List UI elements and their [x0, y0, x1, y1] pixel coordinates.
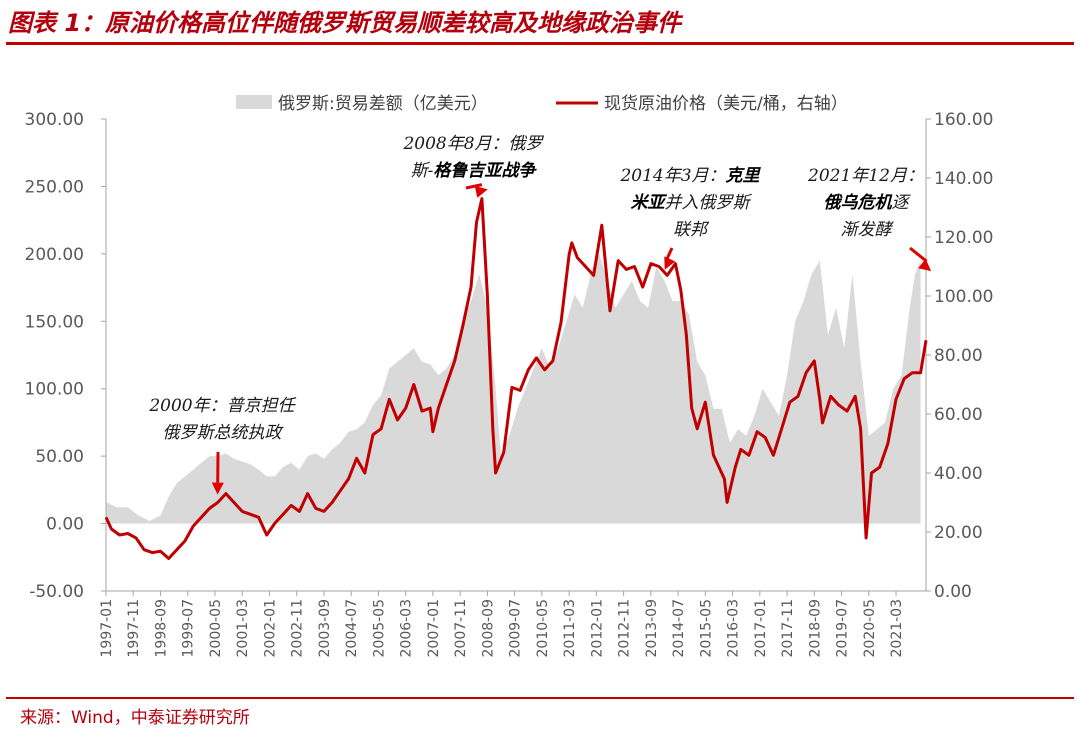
right-tick-label: 40.00 — [934, 464, 983, 484]
annotation-emphasis: 俄乌危机 — [824, 193, 893, 213]
annotation-segment: 联邦 — [673, 220, 710, 240]
x-tick-label: 2004-07 — [344, 599, 360, 658]
x-tick-label: 2021-03 — [889, 599, 905, 658]
left-tick-label: 50.00 — [35, 447, 84, 467]
legend-label-oil-price: 现货原油价格（美元/桶，右轴） — [604, 94, 848, 114]
annotation-text: 斯-格鲁吉亚战争 — [411, 161, 538, 181]
annotation-arrow — [665, 247, 674, 260]
annotation-segment: 2000年：普京担任 — [148, 396, 296, 416]
x-tick-label: 2020-05 — [862, 599, 878, 658]
annotation-emphasis: 克里 — [726, 166, 762, 186]
x-tick-label: 2018-09 — [807, 599, 823, 658]
x-tick-label: 2009-07 — [508, 599, 524, 658]
legend-swatch-trade-balance — [236, 95, 272, 109]
figure-title: 图表 1：原油价格高位伴随俄罗斯贸易顺差较高及地缘政治事件 — [8, 9, 682, 37]
left-tick-label: -50.00 — [29, 582, 84, 602]
annotation-segment: 2021年12月： — [807, 166, 924, 186]
annotation-text: 2014年3月：克里 — [619, 166, 761, 186]
annotation-segment: 并入俄罗斯 — [665, 193, 753, 213]
x-tick-label: 2007-11 — [453, 599, 469, 658]
annotation-arrow — [909, 246, 928, 263]
trade-balance-area — [106, 253, 921, 524]
right-tick-label: 120.00 — [934, 228, 993, 248]
annotation-emphasis: 格鲁吉亚战争 — [433, 161, 537, 181]
x-tick-label: 1998-09 — [154, 599, 170, 658]
right-tick-label: 160.00 — [934, 110, 993, 130]
x-tick-label: 2001-03 — [235, 599, 251, 658]
x-tick-label: 2002-01 — [263, 599, 279, 658]
right-tick-label: 60.00 — [934, 405, 983, 425]
x-tick-label: 2006-03 — [399, 599, 415, 658]
x-tick-label: 2012-11 — [617, 599, 633, 658]
annotation-text: 米亚并入俄罗斯 — [631, 193, 753, 213]
left-tick-label: 0.00 — [46, 515, 84, 535]
x-tick-label: 2005-05 — [371, 599, 387, 658]
oil-price-line — [104, 197, 928, 560]
source-note: 来源：Wind，中泰证券研究所 — [20, 708, 250, 728]
x-tick-label: 2011-03 — [562, 599, 578, 658]
right-tick-label: 20.00 — [934, 523, 983, 543]
left-tick-label: 250.00 — [25, 177, 84, 197]
x-tick-label: 2016-03 — [726, 599, 742, 658]
x-tick-label: 2014-07 — [671, 599, 687, 658]
right-tick-label: 80.00 — [934, 346, 983, 366]
x-tick-label: 1997-01 — [99, 599, 115, 658]
annotation-segment: 逐 — [892, 193, 912, 213]
annotation-emphasis: 米亚 — [631, 193, 668, 213]
annotation-text: 2000年：普京担任 — [148, 396, 296, 416]
annotation-segment: 渐发酵 — [841, 220, 895, 240]
left-tick-label: 150.00 — [25, 312, 84, 332]
x-tick-label: 2017-11 — [780, 599, 796, 658]
x-tick-label: 2017-01 — [753, 599, 769, 658]
left-tick-label: 300.00 — [25, 110, 84, 130]
title-rule — [6, 42, 1074, 45]
annotation-text: 2021年12月： — [807, 166, 924, 186]
left-tick-label: 100.00 — [25, 380, 84, 400]
annotation-segment: 2014年3月： — [619, 166, 725, 186]
x-tick-label: 2012-01 — [589, 599, 605, 658]
right-tick-label: 140.00 — [934, 169, 993, 189]
footer-rule — [6, 697, 1074, 699]
annotation-text: 2008年8月：俄罗 — [402, 134, 544, 154]
annotation-text: 俄罗斯总统执政 — [163, 423, 285, 443]
right-tick-label: 100.00 — [934, 287, 993, 307]
x-tick-label: 2002-11 — [290, 599, 306, 658]
x-tick-label: 2015-05 — [698, 599, 714, 658]
x-tick-label: 2013-09 — [644, 599, 660, 658]
left-tick-label: 200.00 — [25, 245, 84, 265]
annotation-text: 渐发酵 — [841, 220, 895, 240]
annotation-arrowhead — [211, 482, 224, 495]
x-tick-label: 1999-07 — [181, 599, 197, 658]
annotation-segment: 斯- — [411, 161, 434, 181]
annotation-segment: 2008年8月：俄罗 — [402, 134, 544, 154]
annotation-arrow — [465, 183, 483, 190]
x-tick-label: 1997-11 — [126, 599, 142, 658]
right-tick-label: 0.00 — [934, 582, 972, 602]
legend-label-trade-balance: 俄罗斯:贸易差额（亿美元） — [278, 94, 488, 114]
x-tick-label: 2019-07 — [835, 599, 851, 658]
x-tick-label: 2008-09 — [480, 599, 496, 658]
x-tick-label: 2000-05 — [208, 599, 224, 658]
x-tick-label: 2007-01 — [426, 599, 442, 658]
annotation-segment: 俄罗斯总统执政 — [163, 423, 285, 443]
annotation-text: 联邦 — [673, 220, 710, 240]
annotation-arrowhead — [474, 186, 488, 198]
x-tick-label: 2003-09 — [317, 599, 333, 658]
annotation-arrowhead — [664, 256, 676, 270]
x-tick-label: 2010-05 — [535, 599, 551, 658]
annotation-text: 俄乌危机逐 — [824, 193, 912, 213]
annotation-arrowhead — [918, 258, 932, 272]
